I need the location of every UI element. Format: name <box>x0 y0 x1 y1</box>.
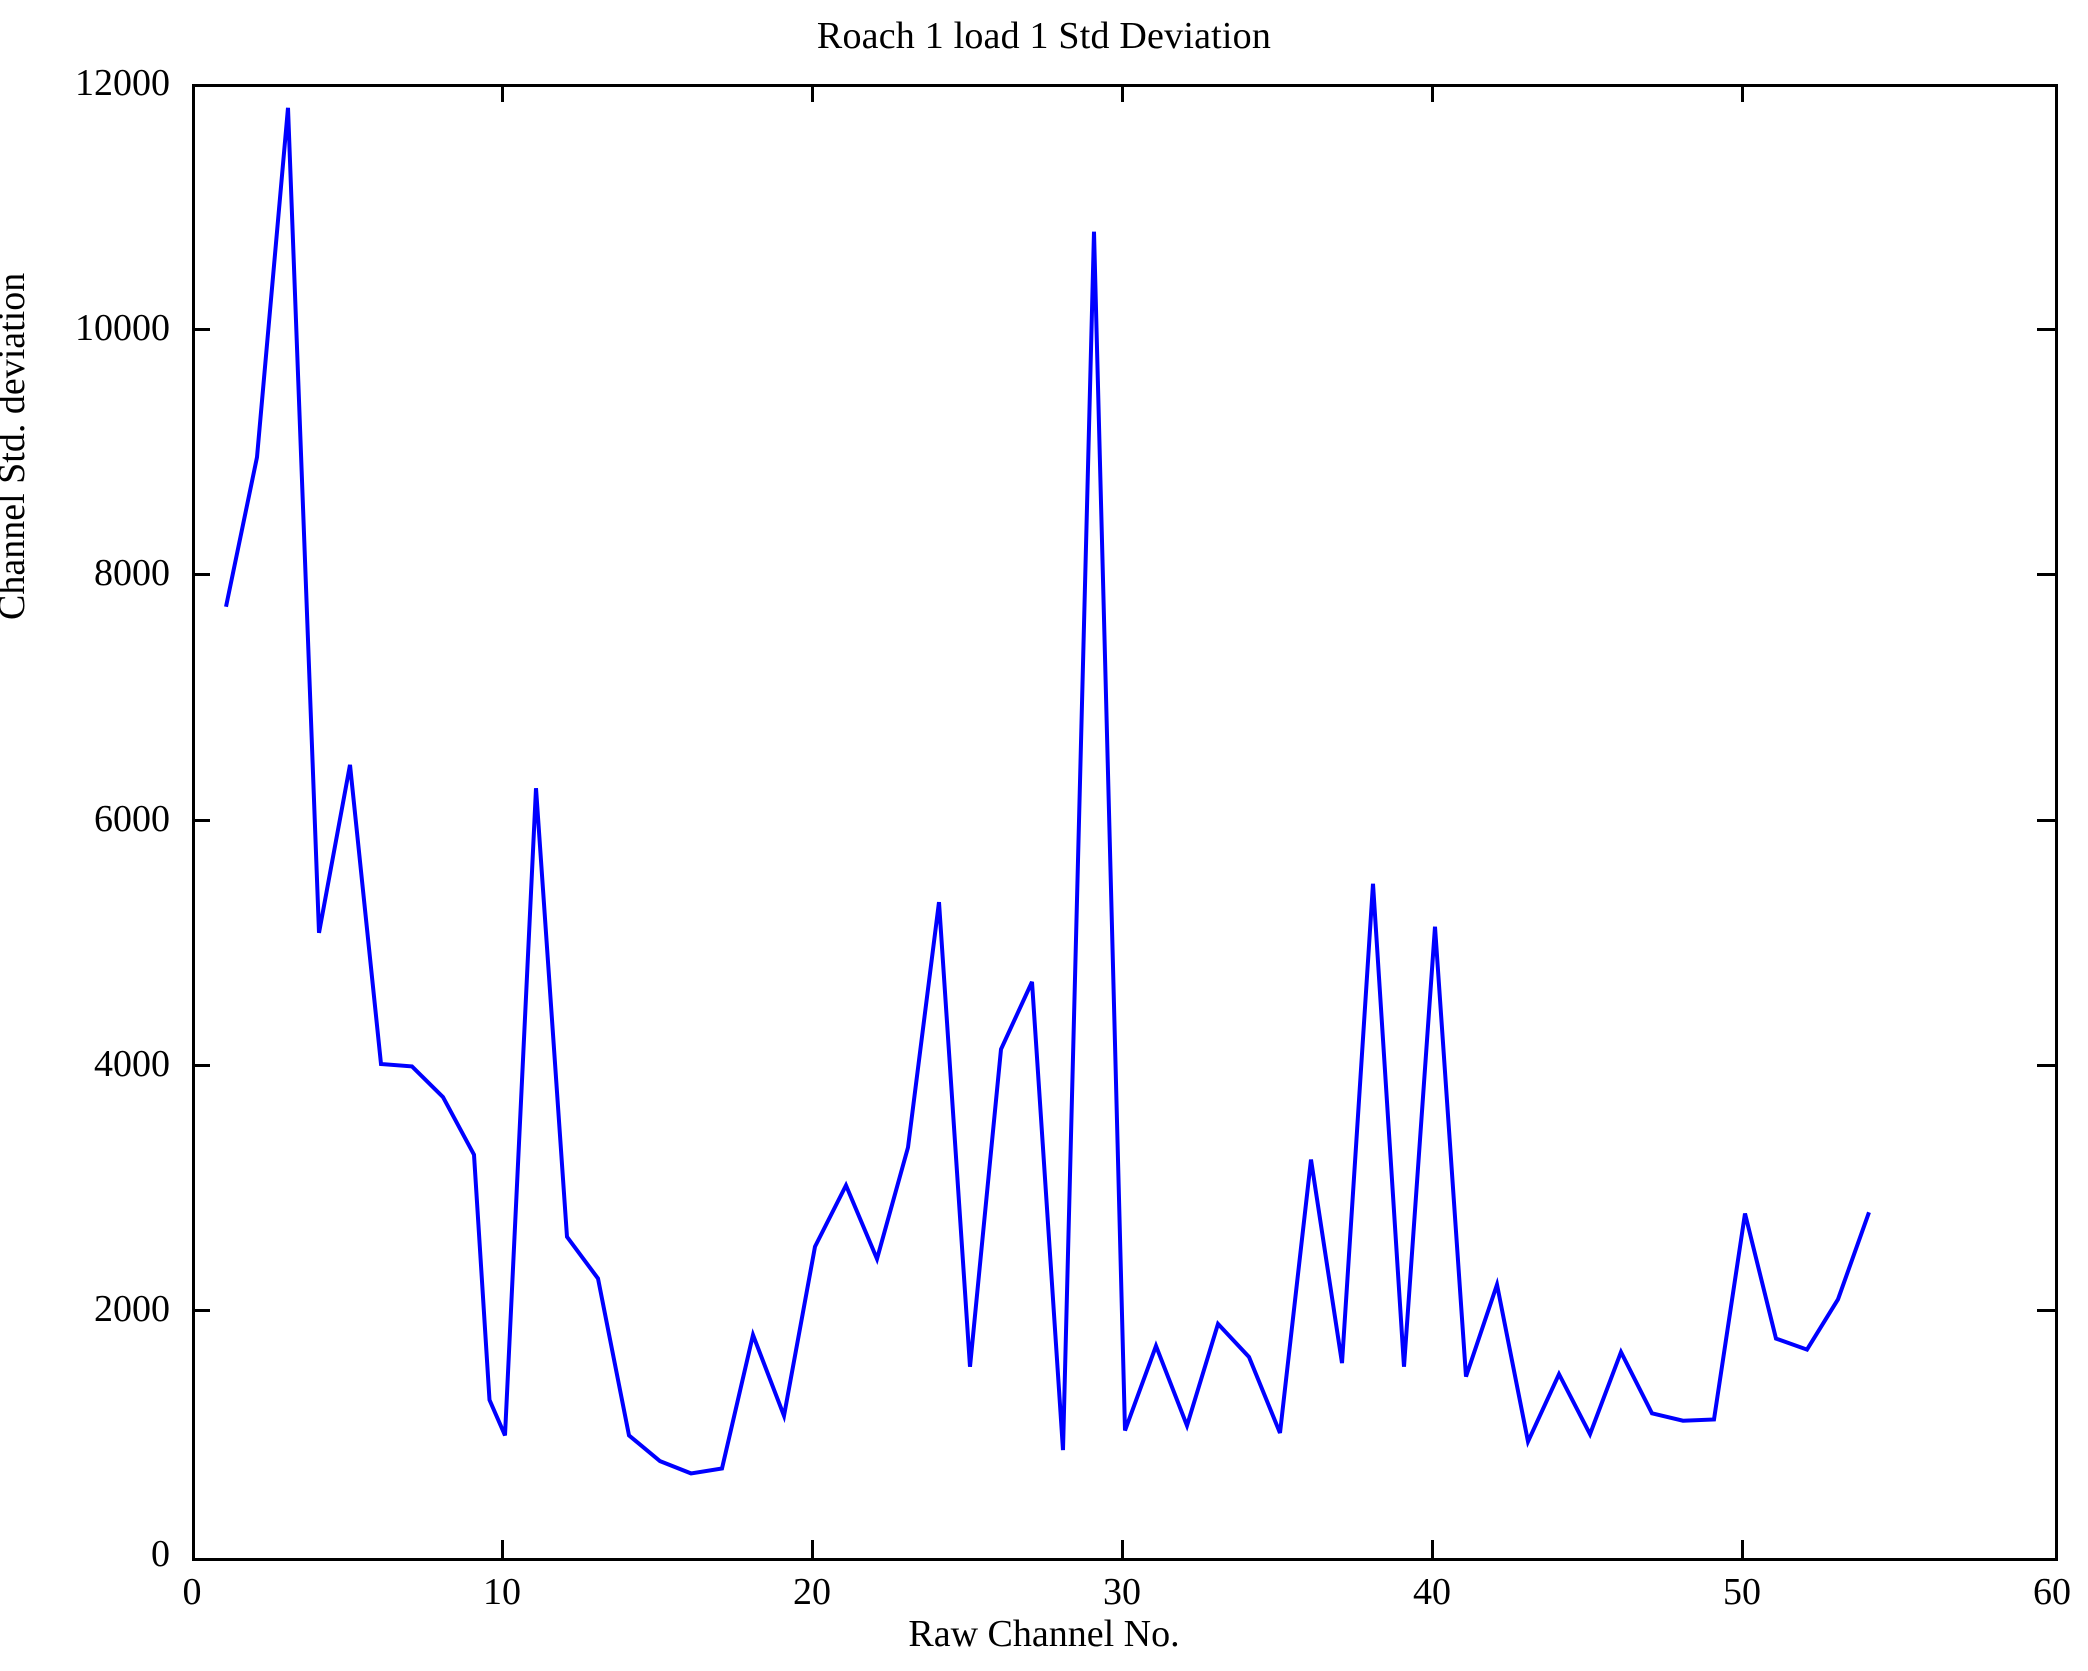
y-tick-label: 8000 <box>94 552 170 595</box>
x-tick-mark <box>811 84 814 102</box>
x-tick-mark <box>1121 84 1124 102</box>
x-tick-label: 30 <box>1103 1571 1141 1613</box>
chart-title: Roach 1 load 1 Std Deviation <box>816 15 1272 57</box>
x-tick-mark <box>1741 84 1744 102</box>
y-tick-mark <box>192 1063 210 1067</box>
y-tick-label: 10000 <box>75 307 170 350</box>
x-tick-label: 40 <box>1413 1571 1451 1613</box>
x-tick-mark <box>501 84 504 102</box>
y-tick-mark <box>192 818 210 822</box>
x-tick-label: 50 <box>1723 1571 1761 1613</box>
data-series-line <box>224 107 1871 1476</box>
x-tick-label: 20 <box>793 1571 831 1613</box>
y-tick-label: 6000 <box>94 797 170 840</box>
x-tick-label: 10 <box>483 1571 521 1613</box>
y-tick-mark <box>2037 1063 2055 1067</box>
y-tick-mark <box>2037 573 2055 577</box>
y-tick-label: 2000 <box>94 1287 170 1330</box>
y-tick-mark <box>192 573 210 577</box>
y-tick-label: 4000 <box>94 1042 170 1085</box>
y-tick-mark <box>192 328 210 332</box>
y-tick-mark <box>2037 328 2055 332</box>
y-tick-label: 12000 <box>75 62 170 104</box>
y-tick-mark <box>192 1308 210 1312</box>
x-axis-label: Raw Channel No. <box>908 1613 1180 1655</box>
x-tick-mark <box>1431 84 1434 102</box>
x-tick-mark <box>811 1540 814 1558</box>
y-tick-label: 0 <box>151 1533 170 1575</box>
plot-area <box>192 84 2058 1561</box>
data-line-chart <box>224 107 1871 1476</box>
x-tick-mark <box>1431 1540 1434 1558</box>
y-tick-mark <box>2037 818 2055 822</box>
x-tick-mark <box>1121 1540 1124 1558</box>
x-tick-mark <box>1741 1540 1744 1558</box>
x-tick-label: 0 <box>182 1571 202 1613</box>
x-tick-mark <box>501 1540 504 1558</box>
x-tick-label: 60 <box>2033 1571 2071 1613</box>
y-tick-mark <box>2037 1308 2055 1312</box>
